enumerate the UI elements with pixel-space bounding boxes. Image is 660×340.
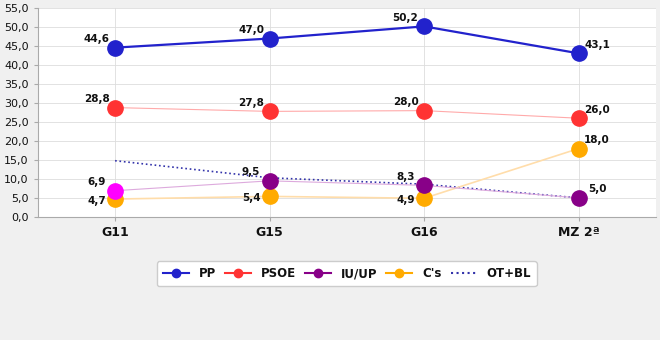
Text: 44,6: 44,6 bbox=[84, 34, 110, 44]
Text: 27,8: 27,8 bbox=[238, 98, 264, 108]
Text: 6,9: 6,9 bbox=[87, 177, 106, 187]
Text: 26,0: 26,0 bbox=[584, 105, 610, 115]
Text: 28,0: 28,0 bbox=[393, 97, 418, 107]
Text: 4,7: 4,7 bbox=[87, 196, 106, 206]
Text: 8,3: 8,3 bbox=[396, 172, 414, 182]
Text: 9,5: 9,5 bbox=[242, 167, 260, 177]
Text: 5,4: 5,4 bbox=[242, 193, 260, 203]
Text: 18,0: 18,0 bbox=[584, 135, 610, 145]
Text: 43,1: 43,1 bbox=[584, 40, 610, 50]
Legend: PP, PSOE, IU/UP, C's, OT+BL: PP, PSOE, IU/UP, C's, OT+BL bbox=[157, 261, 537, 286]
Text: 5,0: 5,0 bbox=[588, 185, 607, 194]
Text: 47,0: 47,0 bbox=[238, 25, 264, 35]
Text: 50,2: 50,2 bbox=[393, 13, 418, 23]
Text: 28,8: 28,8 bbox=[84, 94, 110, 104]
Text: 4,9: 4,9 bbox=[396, 195, 414, 205]
